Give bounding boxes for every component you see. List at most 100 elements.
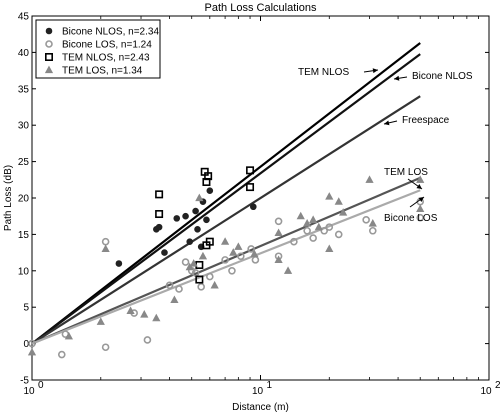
data-point [325, 192, 334, 200]
data-point [161, 249, 168, 256]
legend: Bicone NLOS, n=2.34 Bicone LOS, n=1.24 TEM… [35, 19, 161, 79]
y-tick-label: 10 [18, 266, 30, 277]
data-point [325, 244, 334, 253]
fit-line [31, 189, 421, 345]
data-point [155, 190, 164, 199]
y-tick-label: 20 [18, 194, 30, 205]
legend-entry: Bicone LOS, n=1.24 [62, 40, 152, 51]
annotation-label: Bicone NLOS [412, 71, 473, 82]
data-point [45, 40, 53, 48]
data-point [140, 310, 149, 318]
data-point [143, 336, 152, 344]
data-point [206, 272, 214, 281]
data-point [197, 283, 205, 291]
y-tick-label: 0 [23, 339, 29, 350]
data-point [325, 223, 334, 231]
data-point [173, 215, 181, 222]
data-point [229, 248, 238, 256]
data-point [234, 242, 243, 250]
data-point [57, 350, 66, 359]
fit-line [31, 176, 421, 345]
x-tick-exponent: 2 [495, 380, 500, 391]
annotation-arrowhead [372, 68, 378, 74]
data-point [250, 249, 259, 258]
y-tick-label: 30 [18, 121, 30, 132]
data-point [115, 260, 123, 267]
data-point [192, 207, 199, 215]
data-point [274, 228, 283, 237]
data-point [274, 217, 283, 226]
annotation-arrowhead [384, 120, 390, 126]
data-point [362, 216, 370, 224]
data-point [283, 266, 293, 274]
data-point [96, 317, 105, 325]
data-point [45, 27, 53, 35]
data-point [64, 331, 73, 340]
data-point [303, 226, 311, 235]
data-point [126, 306, 135, 314]
data-point [247, 245, 255, 253]
data-point [181, 258, 190, 266]
legend-box [35, 19, 161, 79]
data-point [27, 347, 37, 356]
data-point [206, 187, 214, 195]
y-axis-label: Path Loss (dB) [3, 165, 14, 231]
annotation-arrowhead [418, 197, 424, 202]
data-point [203, 216, 210, 224]
data-point [155, 210, 164, 219]
data-point [185, 262, 194, 271]
data-point [228, 266, 236, 275]
data-point [194, 226, 201, 233]
data-point [165, 281, 174, 290]
y-tick-label: 15 [18, 230, 30, 241]
data-point [44, 65, 54, 74]
data-point [237, 252, 245, 261]
data-point [303, 219, 312, 227]
data-point [249, 203, 257, 211]
data-point [170, 295, 179, 304]
y-tick-label: 5 [23, 303, 29, 314]
annotation-label: Bicone LOS [384, 213, 438, 224]
annotation-arrowhead [416, 184, 422, 189]
x-tick-exponent: 1 [267, 380, 273, 391]
data-point [416, 204, 425, 213]
data-point [246, 166, 255, 175]
chart-title: Path Loss Calculations [205, 2, 317, 14]
data-point [221, 256, 229, 264]
y-tick-label: 35 [18, 84, 30, 95]
data-point [44, 52, 53, 61]
data-point [274, 255, 283, 263]
data-point [365, 175, 374, 183]
data-point [189, 259, 198, 267]
x-tick-label: 10 [23, 386, 35, 397]
data-point [290, 237, 298, 246]
data-point [309, 215, 318, 223]
data-point [309, 234, 317, 242]
annotation-label: Freespace [402, 115, 450, 126]
data-point [368, 226, 377, 235]
annotation-label: TEM LOS [384, 167, 428, 178]
data-point [198, 251, 208, 260]
data-point [28, 339, 36, 348]
fit-line [31, 53, 421, 345]
legend-entry: TEM LOS, n=1.34 [62, 66, 143, 77]
data-point [182, 212, 189, 220]
data-point [416, 213, 425, 222]
data-point [155, 223, 163, 231]
data-point [195, 193, 204, 202]
data-point [296, 211, 305, 220]
data-point [339, 208, 348, 216]
y-tick-label: 45 [18, 12, 30, 23]
data-point [246, 183, 255, 192]
data-point [101, 343, 110, 352]
fit-line [31, 95, 421, 345]
x-tick-label: 10 [480, 386, 492, 397]
data-point [205, 237, 214, 246]
data-point [416, 175, 425, 183]
data-point [101, 244, 110, 253]
legend-entry: Bicone NLOS, n=2.34 [62, 27, 159, 38]
data-point [220, 237, 230, 245]
data-point [210, 280, 219, 289]
